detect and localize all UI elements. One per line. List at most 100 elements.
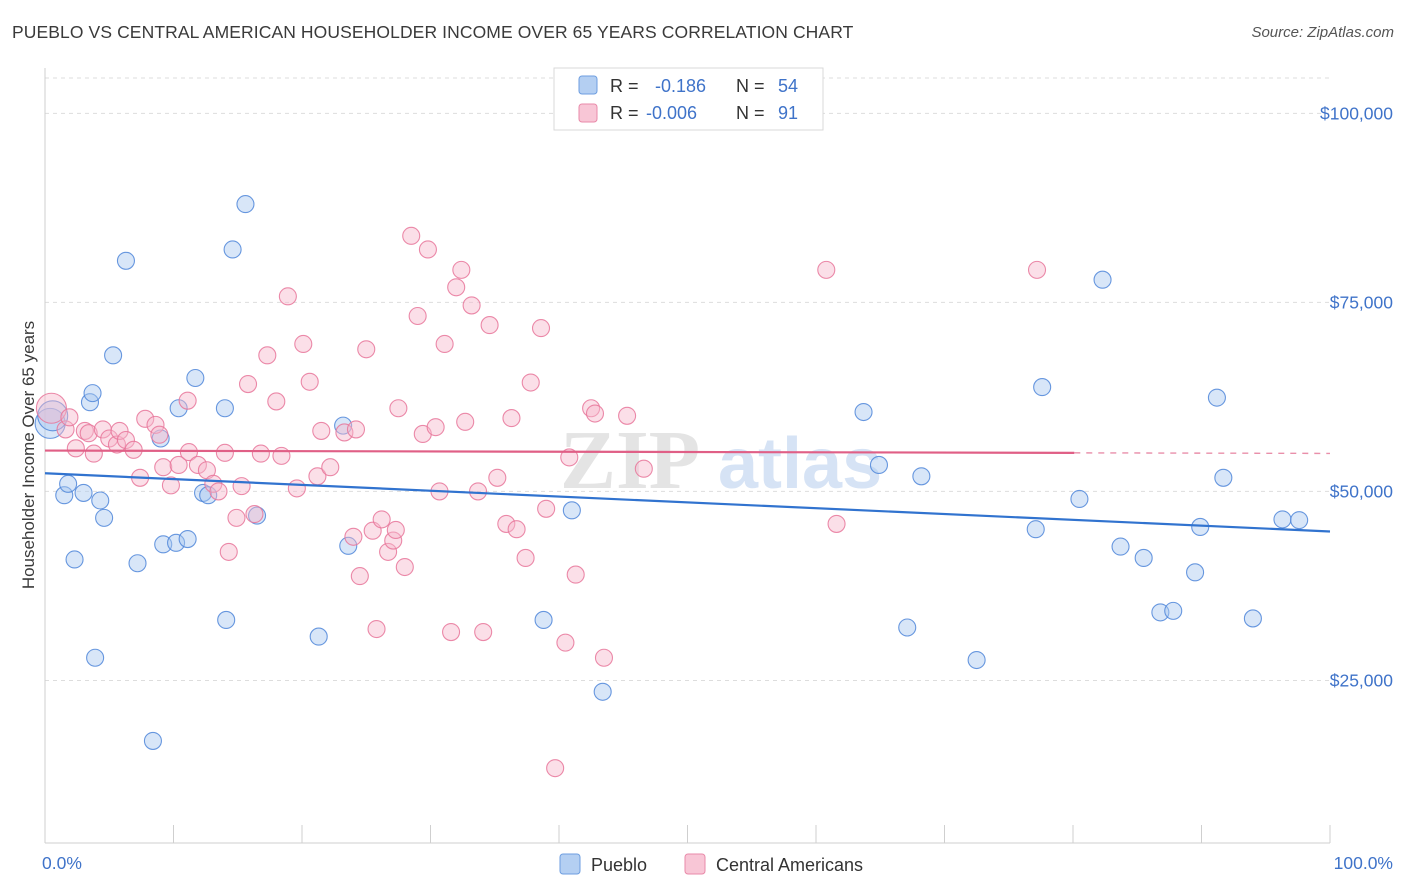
- central-american-trend-extension: [1074, 452, 1331, 455]
- central-american-point: [79, 424, 98, 443]
- central-american-point: [386, 520, 405, 540]
- central-american-point: [488, 468, 507, 487]
- pueblo-point: [178, 529, 197, 549]
- central-american-point: [357, 340, 376, 359]
- central-american-point: [379, 542, 398, 561]
- pueblo-point: [65, 550, 84, 569]
- pueblo-point: [1111, 537, 1130, 556]
- central-american-point: [389, 399, 408, 418]
- pueblo-point: [1093, 270, 1112, 289]
- stats-r-value-central: -0.006: [646, 103, 697, 123]
- central-american-point: [238, 374, 258, 394]
- central-american-point: [245, 505, 264, 524]
- central-american-point: [502, 409, 521, 428]
- series-legend: Pueblo Central Americans: [559, 853, 863, 875]
- stats-n-label-pueblo: N =: [736, 76, 765, 96]
- pueblo-point: [854, 402, 873, 422]
- pueblo-point: [1243, 609, 1262, 628]
- pueblo-point: [199, 486, 218, 505]
- central-american-point: [1027, 260, 1047, 279]
- central-american-point: [258, 346, 277, 365]
- pueblo-point: [167, 533, 186, 552]
- pueblo-point: [215, 399, 234, 418]
- central-american-point: [474, 622, 493, 642]
- central-american-point: [227, 508, 246, 527]
- central-american-point: [267, 392, 286, 411]
- central-american-point: [408, 306, 427, 326]
- pueblo-point: [898, 618, 917, 637]
- central-american-point: [546, 759, 565, 778]
- pueblo-point: [186, 368, 205, 388]
- central-american-point: [594, 648, 614, 667]
- central-american-point: [107, 435, 127, 454]
- pueblo-point: [95, 508, 114, 527]
- chart-title: PUEBLO VS CENTRAL AMERICAN HOUSEHOLDER I…: [12, 22, 854, 42]
- y-tick-label: $75,000: [1330, 292, 1394, 312]
- pueblo-point: [1207, 388, 1226, 407]
- pueblo-point: [128, 554, 147, 573]
- axes: [44, 68, 1331, 844]
- central-american-point: [344, 527, 363, 546]
- central-american-point: [278, 287, 297, 306]
- central-american-point: [384, 531, 403, 550]
- pueblo-point: [91, 491, 110, 510]
- x-tick-label-max: 100.0%: [1334, 853, 1393, 873]
- central-american-point: [507, 520, 526, 539]
- tick-labels: 0.0% 100.0% $25,000 $50,000 $75,000 $100,00…: [42, 103, 1393, 873]
- pueblo-point: [86, 648, 105, 667]
- chart-source: Source: ZipAtlas.com: [1251, 24, 1394, 41]
- legend-label-central: Central Americans: [716, 855, 863, 875]
- central-american-point: [251, 444, 270, 463]
- stats-legend-box: R = -0.186 N = 54 R = -0.006 N = 91: [553, 67, 824, 131]
- central-american-point: [566, 565, 585, 584]
- central-american-point: [209, 482, 228, 501]
- central-american-point: [219, 542, 238, 561]
- central-american-point: [395, 557, 414, 577]
- pueblo-point: [116, 251, 136, 270]
- central-american-point: [161, 476, 180, 495]
- pueblo-point: [223, 240, 242, 259]
- central-american-point: [346, 420, 366, 439]
- central-american-point: [110, 421, 129, 440]
- central-american-point: [178, 391, 197, 410]
- pueblo-point: [534, 610, 553, 630]
- pueblo-trend-line: [44, 472, 1331, 533]
- central-american-point: [66, 439, 85, 458]
- central-american-point: [232, 477, 251, 496]
- central-american-point: [287, 479, 306, 498]
- legend-swatch-central: [684, 853, 706, 875]
- central-american-point: [294, 334, 313, 354]
- central-american-point: [179, 443, 198, 462]
- central-american-point: [560, 448, 579, 467]
- central-american-point: [452, 260, 471, 279]
- central-american-point: [468, 482, 488, 501]
- pueblo-point: [74, 483, 93, 502]
- pueblo-point: [869, 455, 889, 475]
- stats-r-label-central: R =: [610, 103, 639, 123]
- pueblo-point: [1070, 489, 1089, 509]
- central-american-point: [537, 499, 556, 518]
- pueblo-point: [1186, 563, 1205, 582]
- x-tick-label-min: 0.0%: [42, 853, 82, 873]
- central-american-point: [60, 408, 79, 427]
- central-american-point: [150, 425, 169, 444]
- central-american-point: [372, 510, 391, 529]
- central-american-point: [497, 514, 516, 533]
- pueblo-point: [217, 610, 236, 630]
- pueblo-point: [1214, 468, 1233, 487]
- central-american-point: [215, 443, 234, 462]
- central-american-point: [817, 260, 836, 279]
- y-tick-label: $50,000: [1330, 481, 1394, 501]
- legend-label-pueblo: Pueblo: [591, 855, 647, 875]
- pueblo-point: [1273, 510, 1292, 529]
- stats-n-label-central: N =: [736, 103, 765, 123]
- pueblo-point: [83, 384, 102, 403]
- pueblo-point: [104, 346, 123, 365]
- pueblo-point: [593, 682, 612, 701]
- watermark-atlas: atlas: [718, 424, 882, 504]
- central-american-point: [462, 296, 481, 315]
- central-american-point: [35, 392, 67, 424]
- central-american-point: [154, 458, 173, 477]
- pueblo-point: [1026, 520, 1045, 539]
